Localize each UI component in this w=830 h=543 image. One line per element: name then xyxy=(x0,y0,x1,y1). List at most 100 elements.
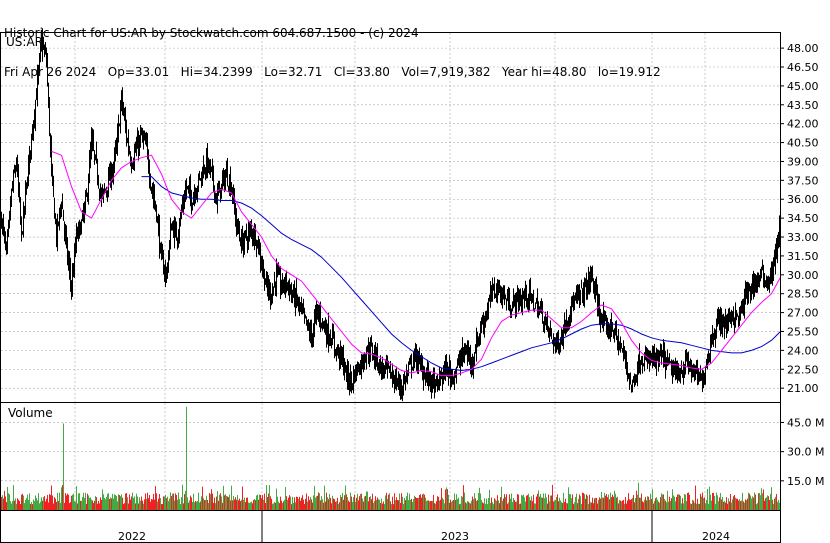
volume-bar xyxy=(5,496,6,510)
volume-bar xyxy=(764,500,765,510)
volume-bar xyxy=(367,491,368,510)
volume-bar xyxy=(584,494,585,510)
volume-bar xyxy=(378,499,379,510)
volume-bar xyxy=(62,485,63,510)
volume-bar xyxy=(111,498,112,510)
volume-bar xyxy=(38,493,39,510)
volume-bar xyxy=(184,494,185,510)
volume-bar xyxy=(750,495,751,510)
volume-bar xyxy=(79,493,80,510)
volume-bar xyxy=(247,497,248,510)
volume-bar xyxy=(347,497,348,510)
volume-bar xyxy=(218,500,219,510)
volume-bar xyxy=(315,497,316,510)
volume-bar xyxy=(759,492,760,510)
volume-bar xyxy=(406,496,407,510)
volume-bar xyxy=(758,493,759,510)
volume-bar xyxy=(522,495,523,510)
volume-bar xyxy=(548,494,549,510)
volume-bar xyxy=(82,497,83,510)
volume-bar xyxy=(529,497,530,510)
volume-bar xyxy=(773,503,774,510)
volume-bar xyxy=(171,495,172,510)
volume-bar xyxy=(279,503,280,510)
volume-bar xyxy=(414,495,415,510)
volume-bar xyxy=(705,503,706,510)
volume-bar xyxy=(276,488,277,510)
volume-bar xyxy=(370,496,371,510)
volume-bar xyxy=(466,503,467,510)
volume-bar xyxy=(44,496,45,510)
volume-bar xyxy=(132,492,133,510)
volume-bar xyxy=(725,502,726,510)
volume-bar xyxy=(225,494,226,510)
volume-bar xyxy=(477,500,478,510)
volume-bar xyxy=(40,501,41,510)
volume-bar xyxy=(227,496,228,510)
volume-bar xyxy=(81,500,82,510)
price-tick-label: 39.00 xyxy=(787,155,819,168)
volume-bar xyxy=(684,493,685,510)
volume-bar xyxy=(278,501,279,510)
volume-bar xyxy=(368,501,369,510)
volume-bar xyxy=(761,488,762,510)
volume-bar xyxy=(163,496,164,510)
date-axis-label: 2022 xyxy=(118,530,146,543)
volume-bar xyxy=(398,500,399,510)
volume-bar xyxy=(772,499,773,510)
volume-bar xyxy=(625,496,626,510)
volume-bar xyxy=(647,496,648,510)
volume-bar xyxy=(316,496,317,510)
volume-bar xyxy=(295,502,296,510)
volume-bar xyxy=(250,502,251,510)
volume-bar xyxy=(3,498,4,510)
volume-bar xyxy=(103,494,104,510)
volume-bar xyxy=(166,498,167,510)
volume-bar xyxy=(649,499,650,510)
volume-bar xyxy=(655,498,656,510)
volume-bar xyxy=(670,501,671,510)
volume-bar xyxy=(389,493,390,510)
volume-bar xyxy=(243,499,244,510)
volume-bar xyxy=(4,490,5,510)
volume-bar xyxy=(43,497,44,510)
volume-bar xyxy=(162,503,163,510)
volume-bar xyxy=(331,503,332,510)
volume-bar xyxy=(17,498,18,510)
volume-bar xyxy=(89,498,90,510)
volume-bar xyxy=(423,493,424,510)
volume-bar xyxy=(645,496,646,510)
volume-bar xyxy=(766,497,767,510)
volume-bar xyxy=(273,503,274,510)
volume-bar xyxy=(181,497,182,510)
volume-bar xyxy=(27,494,28,510)
volume-bar xyxy=(348,500,349,510)
volume-bar xyxy=(604,492,605,510)
volume-bar xyxy=(752,496,753,510)
volume-bar xyxy=(475,498,476,510)
volume-bar xyxy=(382,503,383,510)
volume-bar xyxy=(322,499,323,510)
volume-bar xyxy=(644,499,645,510)
volume-bar xyxy=(503,498,504,510)
volume-bar xyxy=(668,501,669,510)
volume-bar xyxy=(640,497,641,510)
volume-bar xyxy=(140,500,141,510)
volume-bar xyxy=(70,502,71,510)
volume-bar xyxy=(420,494,421,510)
volume-bar xyxy=(270,496,271,510)
price-tick-label: 25.50 xyxy=(787,325,819,338)
volume-bar xyxy=(281,500,282,510)
volume-bar xyxy=(192,501,193,510)
volume-bar xyxy=(738,500,739,510)
volume-bar xyxy=(248,502,249,510)
volume-bar xyxy=(465,502,466,510)
volume-bar xyxy=(710,494,711,510)
volume-bar xyxy=(325,501,326,510)
volume-bar xyxy=(178,492,179,510)
volume-bar xyxy=(96,497,97,510)
volume-bar xyxy=(691,503,692,510)
volume-bar xyxy=(100,497,101,510)
volume-bar xyxy=(694,502,695,510)
volume-bar xyxy=(455,499,456,510)
